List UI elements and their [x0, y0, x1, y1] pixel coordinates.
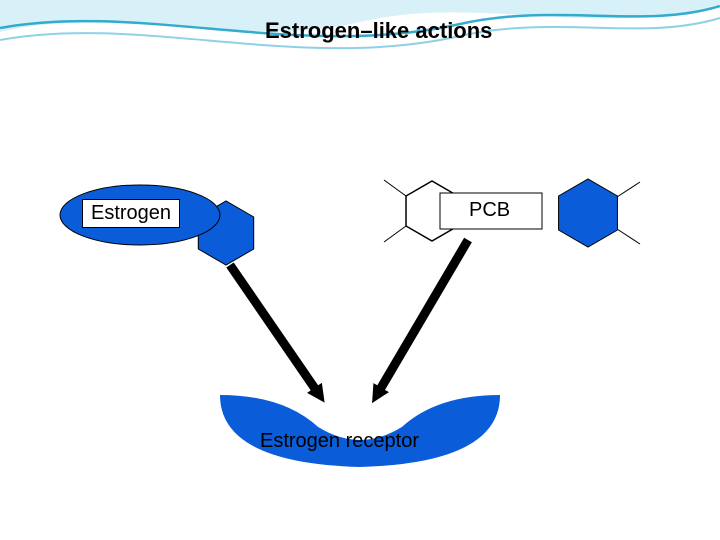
pcb-bond-line — [384, 180, 406, 196]
pcb-label: PCB — [469, 199, 510, 222]
receptor-label: Estrogen receptor — [260, 430, 419, 453]
pcb-hex-right — [559, 179, 618, 247]
diagram-canvas — [0, 0, 720, 540]
pcb-bond-line — [617, 229, 640, 244]
arrow-pcb-to-receptor — [378, 240, 468, 393]
pcb-bond-line — [617, 182, 640, 197]
arrow-estrogen-to-receptor — [230, 265, 318, 393]
pcb-bond-line — [384, 226, 406, 242]
estrogen-label: Estrogen — [82, 199, 180, 228]
